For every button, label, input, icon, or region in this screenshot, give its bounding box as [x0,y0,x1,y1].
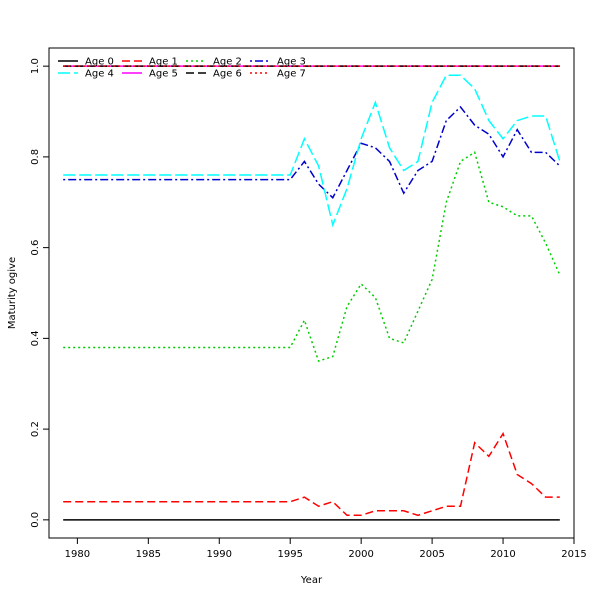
legend-label: Age 3 [277,57,306,68]
series-layer [63,65,561,521]
y-tick-label: 0.2 [30,421,41,437]
x-tick-label: 2005 [419,549,444,560]
legend-label: Age 5 [149,69,178,80]
x-tick-label: 2015 [561,549,586,560]
y-tick-label: 0.8 [30,149,41,165]
x-tick-label: 1995 [277,549,302,560]
x-tick-label: 1985 [136,549,161,560]
legend-label: Age 2 [213,57,242,68]
legend-label: Age 6 [213,69,242,80]
plot-frame [48,47,575,539]
x-axis-title: Year [300,575,323,586]
x-tick-label: 1990 [207,549,232,560]
x-axis: 1980 1985 1990 1995 2000 2005 2010 2015 [65,538,587,560]
series-line-age-4 [63,74,561,228]
y-tick-label: 1.0 [30,58,41,74]
x-tick-label: 2010 [490,549,515,560]
y-tick-label: 0.0 [30,512,41,528]
legend: Age 0 Age 1 Age 2 Age 3 Age 4 Age 5 Age 6 Age 7 [58,57,306,80]
y-axis-title: Maturity ogive [7,257,18,329]
legend-label: Age 0 [85,57,114,68]
legend-label: Age 7 [277,69,306,80]
x-tick-label: 2000 [348,549,373,560]
y-tick-label: 0.6 [30,240,41,256]
y-axis: 0.0 0.2 0.4 0.6 0.8 1.0 [30,58,49,528]
legend-label: Age 1 [149,57,178,68]
x-tick-label: 1980 [65,549,90,560]
legend-label: Age 4 [85,69,114,80]
y-tick-label: 0.4 [30,330,41,346]
series-line-age-3 [63,105,561,199]
